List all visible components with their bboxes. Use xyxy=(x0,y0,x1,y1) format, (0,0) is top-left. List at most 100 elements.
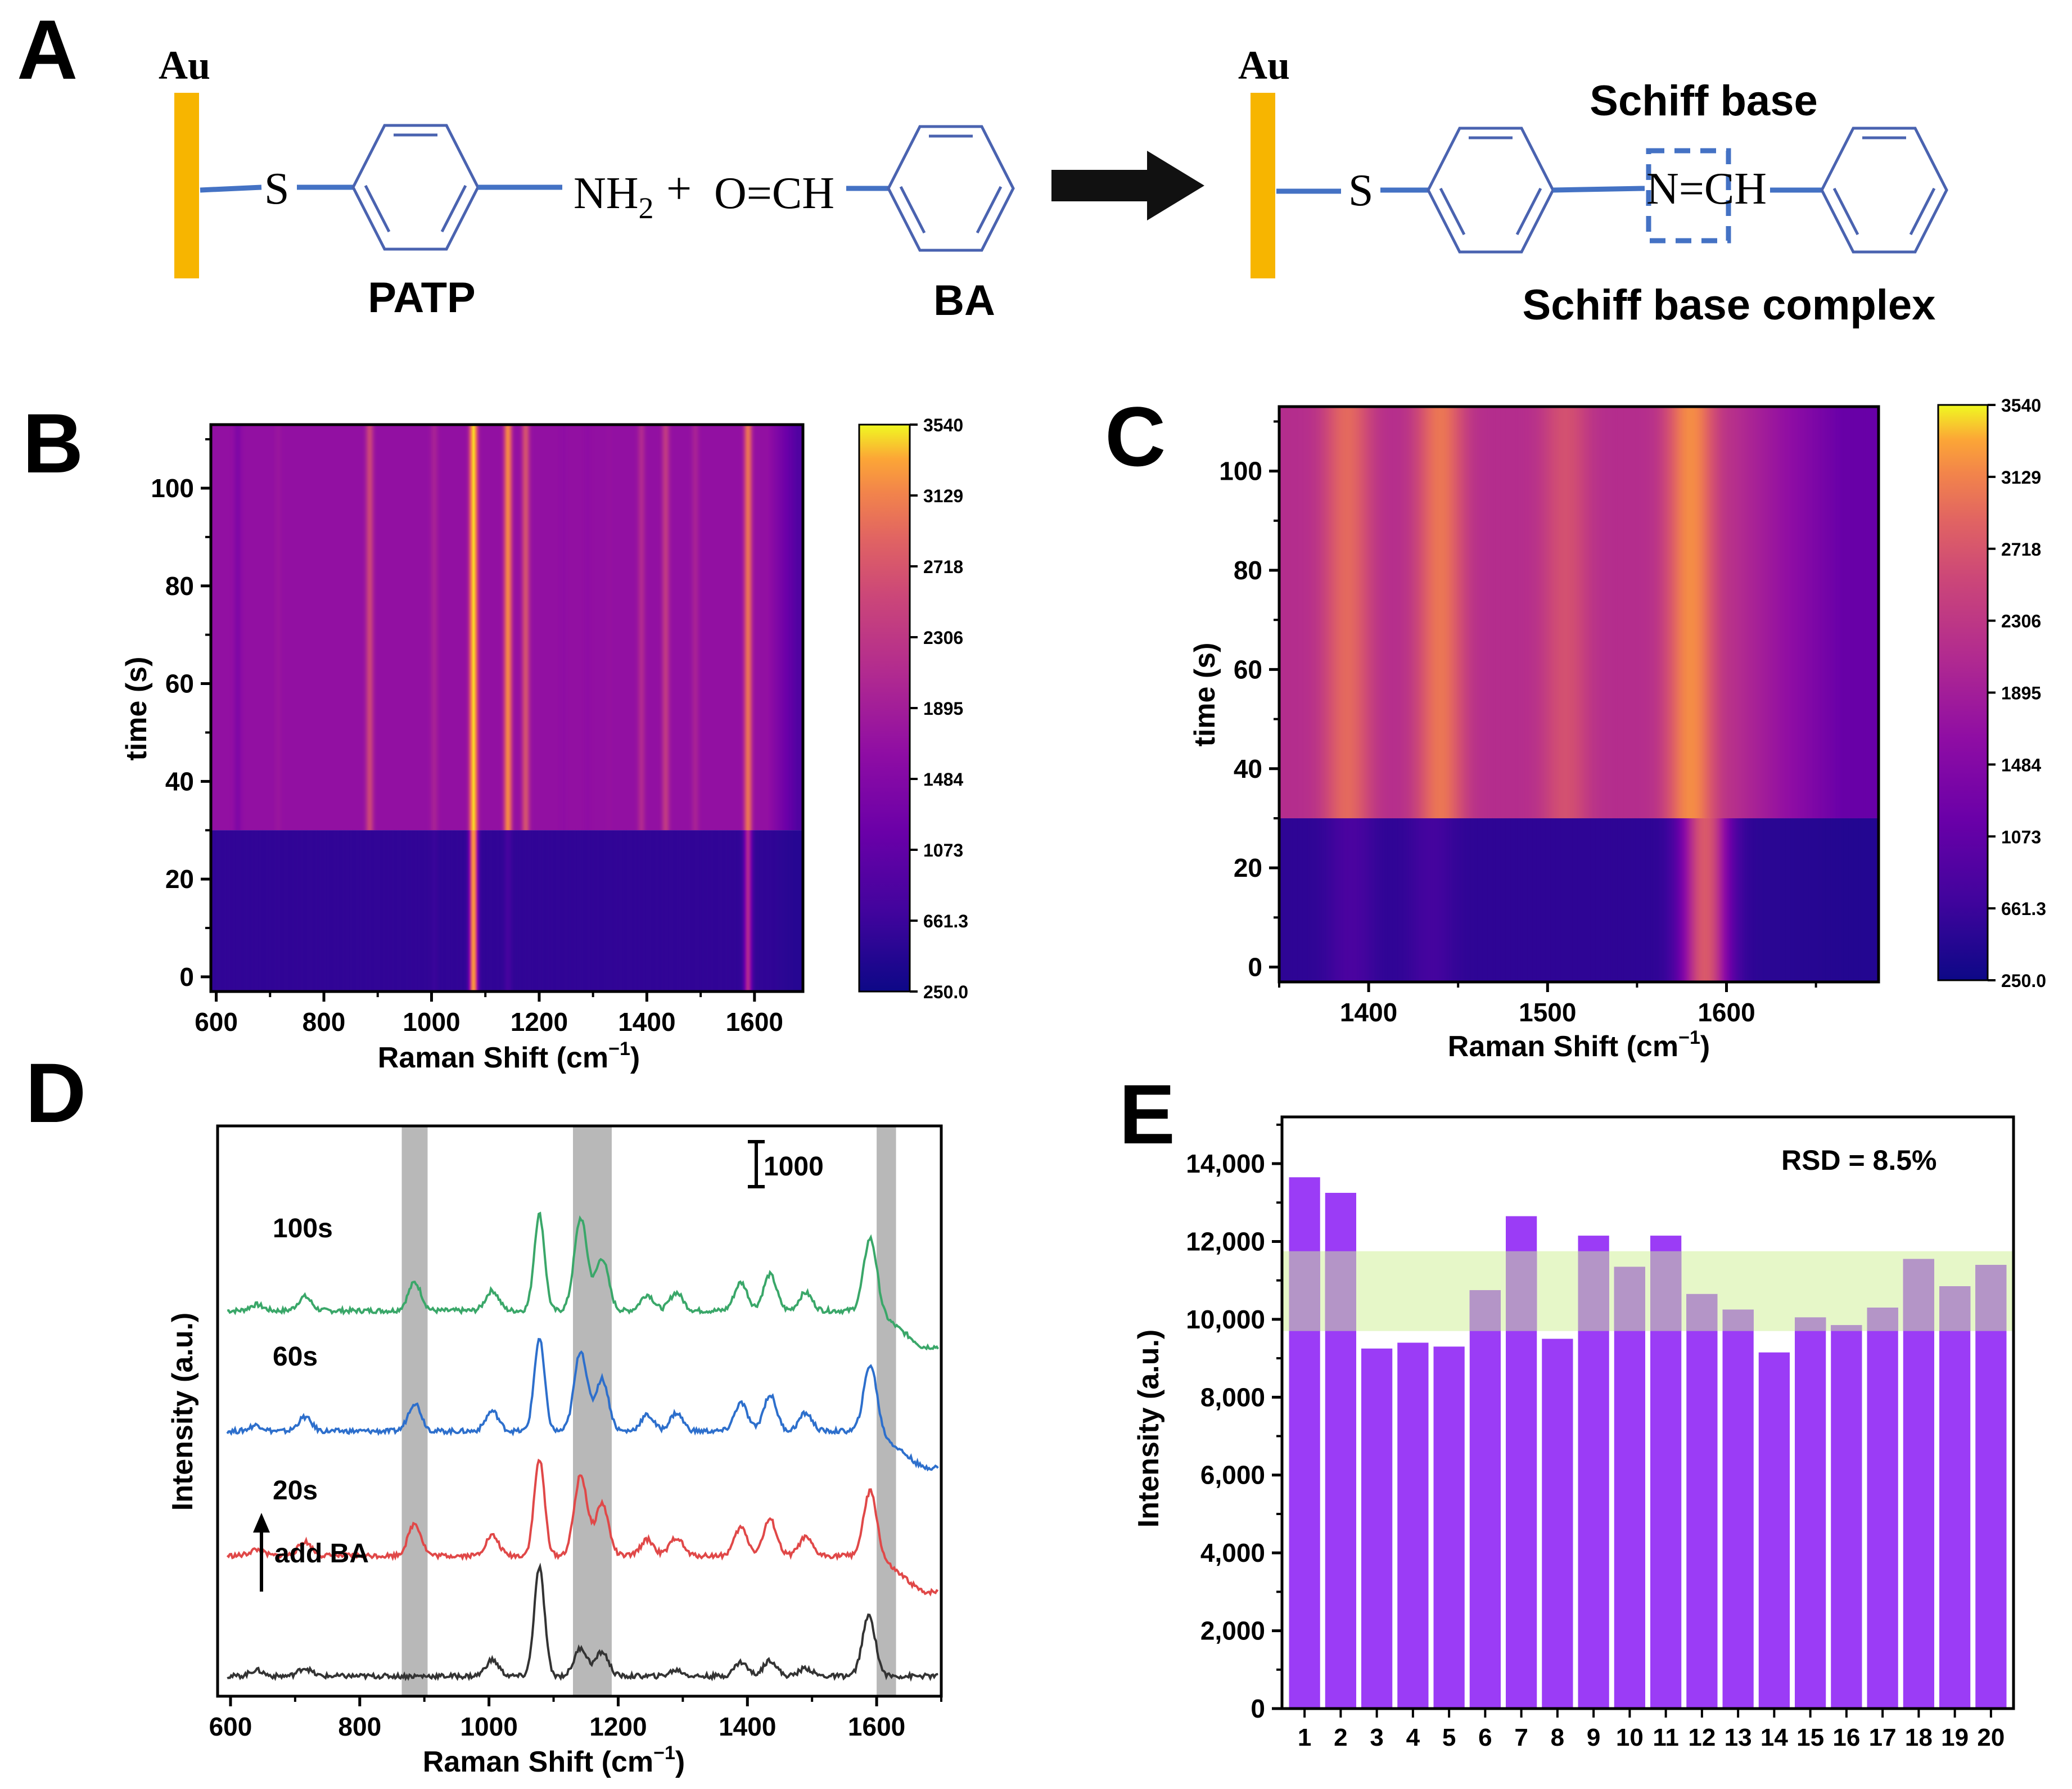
heat-cell-after xyxy=(1863,407,1866,818)
heat-cell-after xyxy=(245,425,247,831)
heat-cell-before xyxy=(1297,818,1300,982)
heat-cell-before xyxy=(273,830,276,992)
heat-cell-before xyxy=(1552,818,1555,982)
heat-cell-after xyxy=(1420,407,1423,818)
heat-cell-before xyxy=(680,830,682,992)
heat-cell-before xyxy=(588,830,590,992)
heat-cell-before xyxy=(1594,818,1596,982)
heat-cell-before xyxy=(265,830,268,992)
heat-cell-before xyxy=(575,830,577,992)
heat-cell-before xyxy=(1697,818,1699,982)
heat-cell-before xyxy=(580,830,581,992)
heat-cell-after xyxy=(1605,407,1608,818)
heat-cell-after xyxy=(1547,407,1550,818)
heat-cell-after xyxy=(1602,407,1605,818)
heat-cell-before xyxy=(684,830,687,992)
heat-cell-after xyxy=(404,425,407,831)
heat-cell-before xyxy=(672,830,674,992)
heat-cell-before xyxy=(1349,818,1352,982)
heat-cell-after xyxy=(603,425,606,831)
heat-cell-before xyxy=(544,830,547,992)
heat-cell-before xyxy=(757,830,759,992)
heat-cell-before xyxy=(458,830,460,992)
x-tick-label: 600 xyxy=(209,1712,252,1741)
x-tick-label: 1200 xyxy=(511,1007,568,1037)
heat-cell-after xyxy=(648,425,650,831)
heat-cell-before xyxy=(1429,818,1432,982)
heat-cell-after xyxy=(1778,407,1781,818)
colorbar-b xyxy=(859,425,910,992)
heat-cell-before xyxy=(1289,818,1292,982)
heat-cell-after xyxy=(1875,407,1877,818)
heat-cell-before xyxy=(440,830,441,992)
heat-cell-after xyxy=(554,425,557,831)
heat-cell-after xyxy=(457,425,459,831)
heat-cell-after xyxy=(318,425,320,831)
heat-cell-before xyxy=(426,830,428,992)
heat-cell-after xyxy=(1792,407,1794,818)
heat-cell-after xyxy=(1347,407,1350,818)
heat-cell-before xyxy=(638,830,640,992)
heat-cell-after xyxy=(1585,407,1588,818)
heat-cell-before xyxy=(800,830,802,992)
heat-cell-before xyxy=(277,830,279,992)
heat-cell-after xyxy=(1464,407,1466,818)
heat-cell-before xyxy=(1347,818,1350,982)
heat-cell-after xyxy=(272,425,274,831)
heat-cell-before xyxy=(1304,818,1307,982)
heat-cell-before xyxy=(245,830,247,992)
heat-cell-after xyxy=(1565,407,1568,818)
heat-cell-before xyxy=(1673,818,1676,982)
heat-cell-after xyxy=(1874,407,1876,818)
heat-cell-after xyxy=(336,425,338,831)
heat-cell-before xyxy=(1379,818,1382,982)
heat-cell-before xyxy=(616,830,618,992)
heat-cell-before xyxy=(540,830,542,992)
heat-cell-before xyxy=(508,830,510,992)
heat-cell-before xyxy=(1294,818,1297,982)
heat-cell-after xyxy=(1635,407,1638,818)
heat-cell-after xyxy=(726,425,729,831)
heat-cell-after xyxy=(1387,407,1390,818)
heat-cell-after xyxy=(329,425,331,831)
heat-cell-before xyxy=(311,830,313,992)
heat-cell-after xyxy=(419,425,421,831)
heat-cell-before xyxy=(416,830,418,992)
heat-cell-after xyxy=(722,425,724,831)
heat-cell-before xyxy=(1337,818,1340,982)
heat-cell-after xyxy=(228,425,230,831)
heat-cell-before xyxy=(1335,818,1338,982)
heat-cell-before xyxy=(422,830,425,992)
heat-cell-before xyxy=(1500,818,1503,982)
heat-cell-after xyxy=(1430,407,1433,818)
heat-cell-before xyxy=(1537,818,1540,982)
heat-cell-before xyxy=(501,830,503,992)
heat-cell-before xyxy=(572,830,575,992)
heat-cell-before xyxy=(649,830,651,992)
heat-cell-after xyxy=(300,425,303,831)
heatmap-b-frame xyxy=(209,423,805,993)
heat-cell-after xyxy=(294,425,296,831)
heat-cell-before xyxy=(626,830,628,992)
heat-cell-before xyxy=(612,830,615,992)
amine-group: NH2 xyxy=(574,169,654,225)
bar xyxy=(1614,1267,1646,1709)
heat-cell-before xyxy=(1778,818,1781,982)
heat-cell-after xyxy=(585,425,588,831)
heat-cell-after xyxy=(292,425,295,831)
bar xyxy=(1758,1352,1790,1709)
heat-cell-before xyxy=(589,830,591,992)
heat-cell-after xyxy=(1628,407,1631,818)
heat-cell-after xyxy=(243,425,246,831)
heat-cell-before xyxy=(476,830,478,992)
heat-cell-after xyxy=(1737,407,1740,818)
heat-cell-after xyxy=(321,425,323,831)
heat-cell-after xyxy=(713,425,715,831)
heat-cell-after xyxy=(1359,407,1361,818)
heat-cell-after xyxy=(1457,407,1460,818)
heat-cell-after xyxy=(1312,407,1315,818)
heat-cell-after xyxy=(672,425,674,831)
heat-cell-before xyxy=(744,830,747,992)
heat-cell-after xyxy=(283,425,286,831)
